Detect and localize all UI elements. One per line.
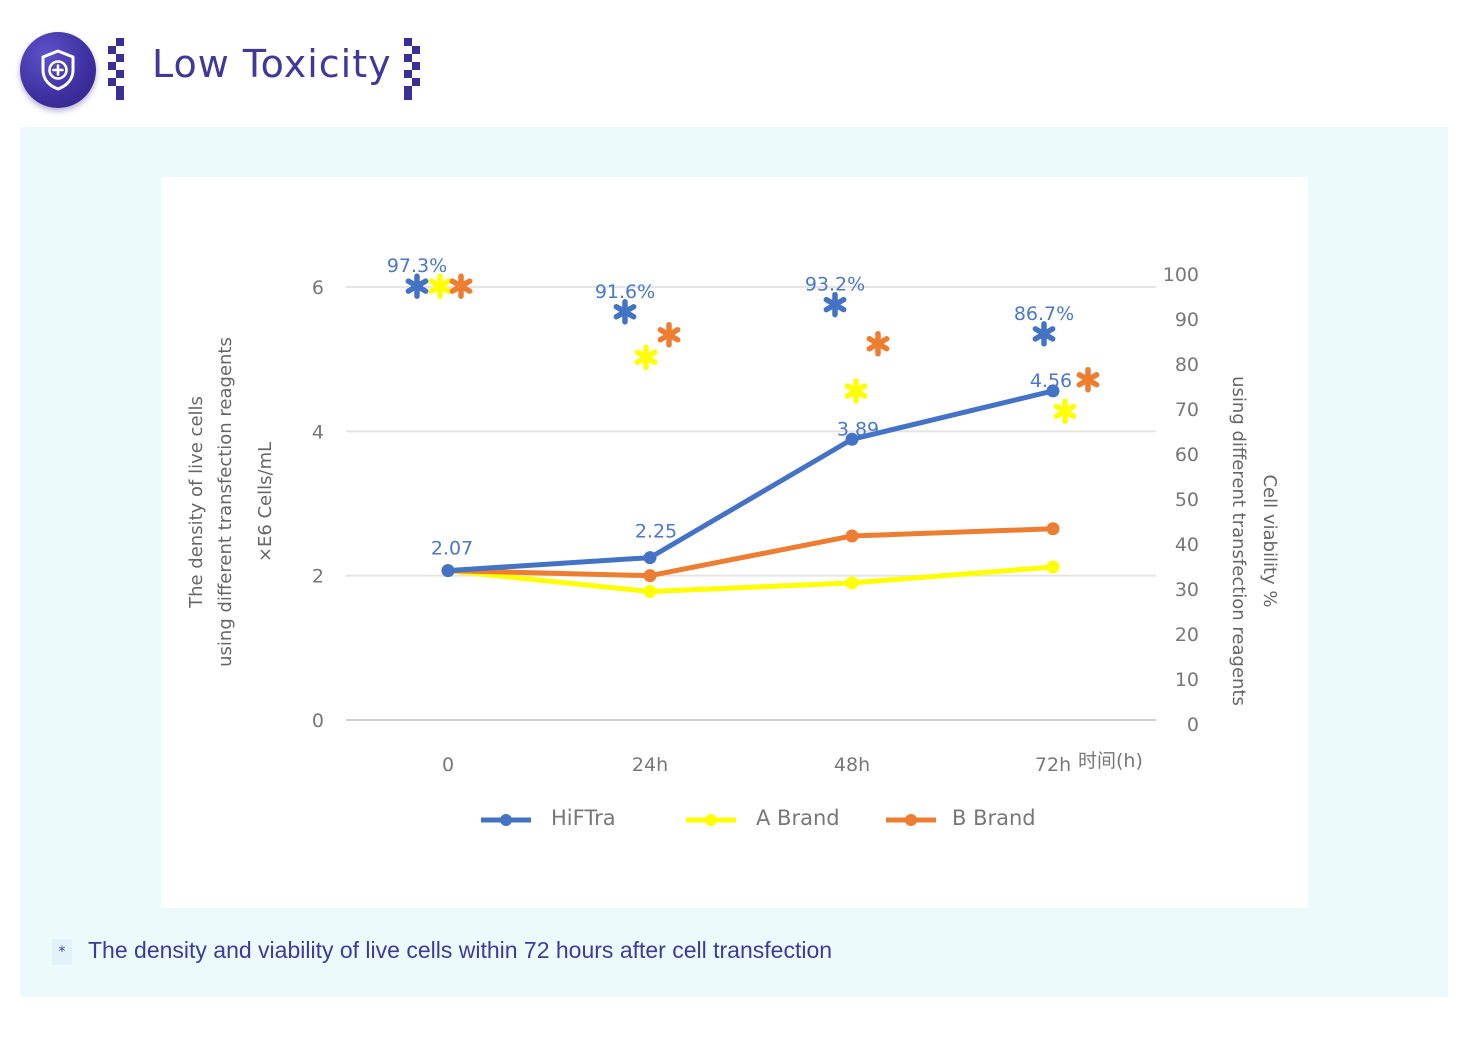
series-line-b-brand [447,526,1054,579]
data-point-b-brand-1 [643,569,657,583]
x-tick-0: 0 [442,754,454,776]
viability-label-2: 93.2% [805,274,865,296]
y-right-tick-70: 70 [1175,399,1199,421]
series-line-hiftra [447,388,1054,574]
data-point-a-brand-1 [643,585,657,599]
content-panel: 0 2 4 6 0 10 20 30 40 50 60 70 80 90 100 0 24h 48h 72h 时间(h… [20,127,1448,997]
left-bracket-decoration [108,38,124,100]
data-point-hiftra-1 [643,551,657,565]
y-left-tick-2: 2 [312,566,324,588]
y-left-label-0: The density of live cells [186,396,207,609]
shield-plus-icon [20,32,96,108]
y-left-tick-0: 0 [312,710,324,732]
viability-label-3: 86.7% [1014,303,1074,325]
viability-marker-hiftra-1 [613,299,637,325]
x-unit-label: 时间(h) [1078,750,1143,772]
viability-marker-a-brand-3 [1053,398,1077,424]
viability-marker-hiftra-3 [1032,321,1056,347]
legend-marker-2 [905,814,917,826]
data-point-hiftra-0 [441,564,455,578]
y-left-tick-4: 4 [312,421,324,443]
x-tick-48h: 48h [834,754,870,776]
legend-marker-1 [705,814,717,826]
chart-card: 0 2 4 6 0 10 20 30 40 50 60 70 80 90 100 0 24h 48h 72h 时间(h… [161,177,1308,908]
data-point-hiftra-3 [1046,384,1060,398]
viability-marker-b-brand-2 [866,331,890,357]
x-tick-24h: 24h [632,754,668,776]
y-left-tick-6: 6 [312,277,324,299]
y-right-tick-60: 60 [1175,444,1199,466]
viability-marker-a-brand-0 [428,273,452,299]
data-point-a-brand-3 [1046,560,1060,574]
data-point-a-brand-2 [845,576,859,590]
y-right-tick-40: 40 [1175,534,1199,556]
y-right-tick-30: 30 [1175,579,1199,601]
y-right-tick-10: 10 [1175,669,1199,691]
caption-bullet: * [52,939,72,965]
viability-marker-b-brand-3 [1076,367,1100,393]
y-right-tick-50: 50 [1175,489,1199,511]
y-right-tick-80: 80 [1175,354,1199,376]
viability-marker-b-brand-1 [657,322,681,348]
caption-text: The density and viability of live cells … [88,937,833,963]
y-right-tick-100: 100 [1163,264,1199,286]
legend-label-1: A Brand [756,806,840,830]
viability-marker-hiftra-2 [823,291,847,318]
value-label-0: 2.07 [431,538,473,560]
value-label-1: 2.25 [635,521,677,543]
value-label-3: 4.56 [1030,370,1072,392]
y-left-label-1: using different transfection reagents [215,337,236,667]
series-line-a-brand [447,564,1054,595]
page-title: Low Toxicity [152,42,392,86]
y-right-label-0: Cell viability % [1259,474,1280,607]
data-point-b-brand-3 [1046,522,1060,536]
x-tick-72h: 72h [1035,754,1071,776]
y-right-tick-0: 0 [1187,714,1199,736]
viability-marker-hiftra-0 [405,273,429,299]
section-header: Low Toxicity [20,32,620,108]
legend-marker-0 [500,814,512,826]
viability-label-0: 97.3% [387,255,447,277]
right-bracket-decoration [404,38,420,100]
y-left-label-2: ×E6 Cells/mL [255,442,276,562]
viability-marker-a-brand-1 [634,344,658,370]
data-point-b-brand-2 [845,529,859,543]
viability-label-1: 91.6% [595,281,655,303]
viability-marker-b-brand-0 [449,273,473,299]
y-right-label-1: using different transfection reagents [1228,376,1249,706]
value-label-2: 3.89 [837,418,879,440]
legend-label-2: B Brand [952,806,1036,830]
data-point-hiftra-2 [845,432,859,446]
legend-label-0: HiFTra [551,806,616,830]
y-right-tick-20: 20 [1175,624,1199,646]
y-right-tick-90: 90 [1175,309,1199,331]
viability-marker-a-brand-2 [844,378,868,404]
